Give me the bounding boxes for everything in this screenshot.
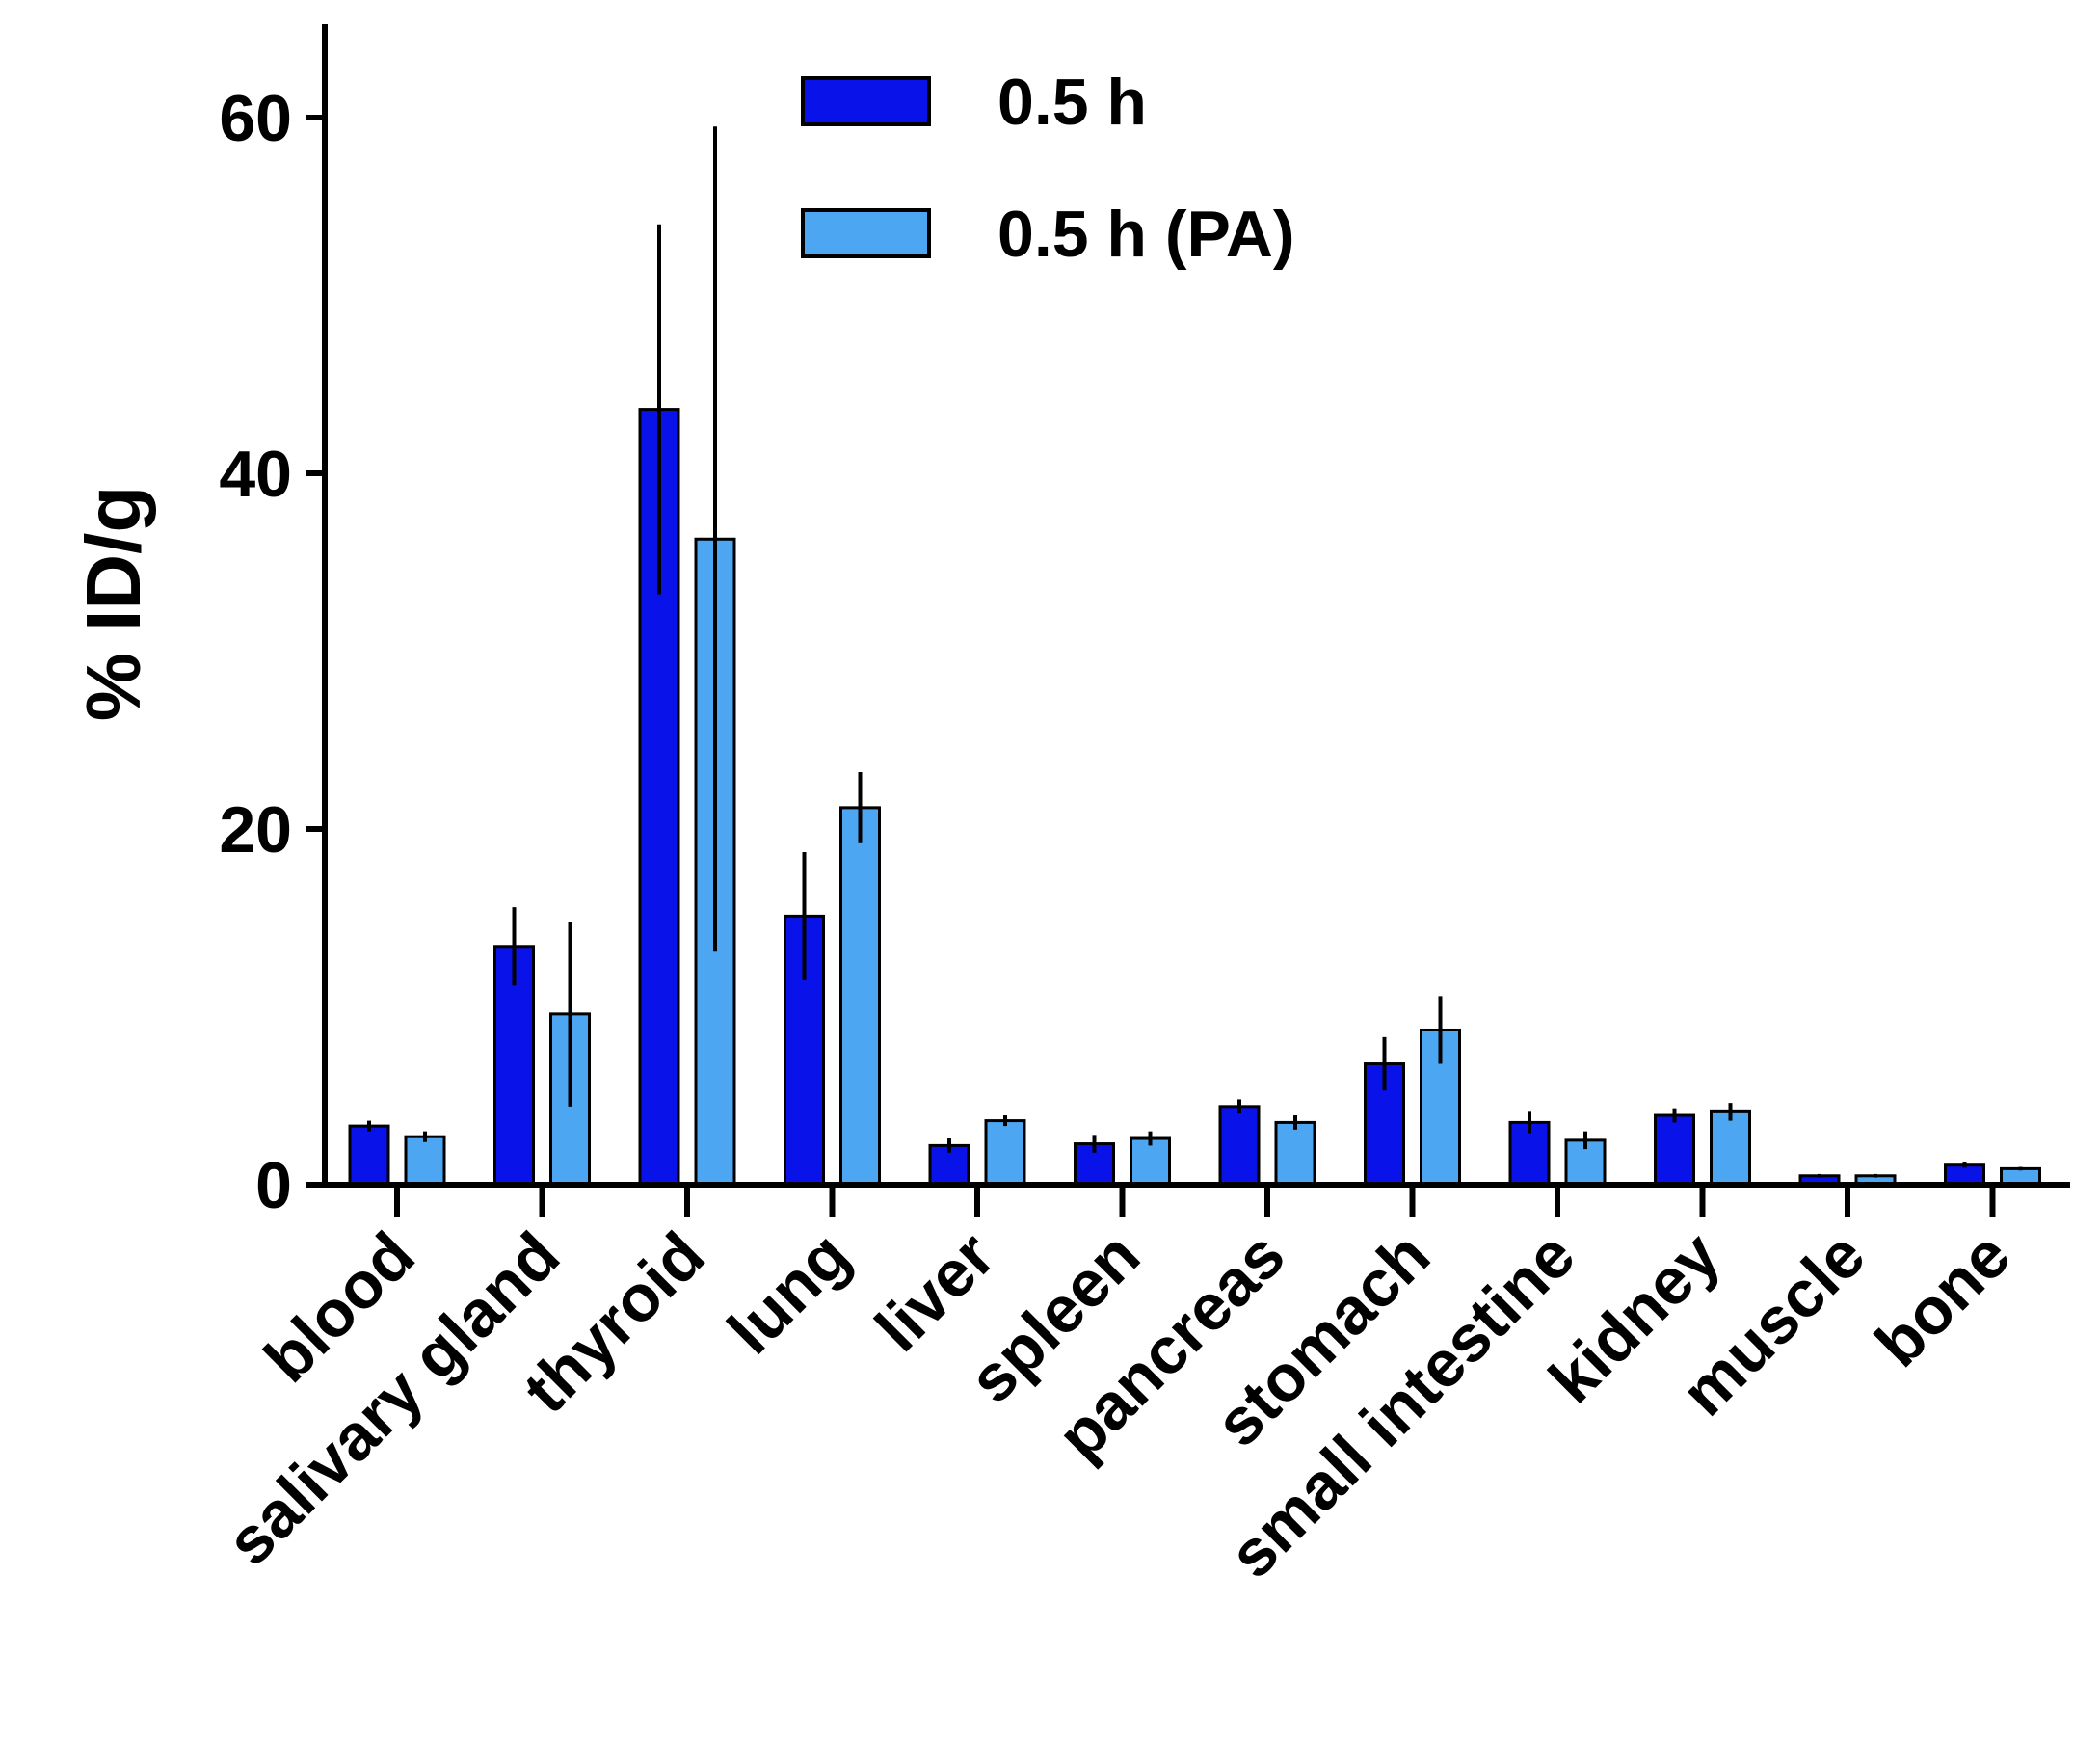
x-category-label: lung [714,1218,864,1368]
bar [348,1124,390,1187]
legend: 0.5 h 0.5 h (PA) [801,66,1295,271]
bar [404,1135,446,1187]
bar [928,1143,970,1187]
legend-label: 0.5 h [997,66,1147,139]
bar [1944,1163,1985,1187]
bar [1710,1109,1751,1187]
bar [493,945,535,1187]
y-axis-label: % ID/g [70,486,156,721]
y-tick-label: 0 [255,1149,292,1222]
legend-label: 0.5 h (PA) [997,198,1295,271]
bar [1218,1105,1261,1187]
bar [839,806,881,1187]
bar [1364,1062,1405,1187]
y-tick-label: 40 [219,438,292,511]
y-tick-label: 60 [219,82,292,155]
y-tick-label: 20 [219,793,292,867]
legend-swatch [801,76,931,126]
legend-swatch [801,208,931,258]
bar [984,1119,1026,1187]
bar [1274,1120,1316,1187]
bar [1654,1113,1695,1187]
x-category-label: bone [1862,1218,2025,1381]
